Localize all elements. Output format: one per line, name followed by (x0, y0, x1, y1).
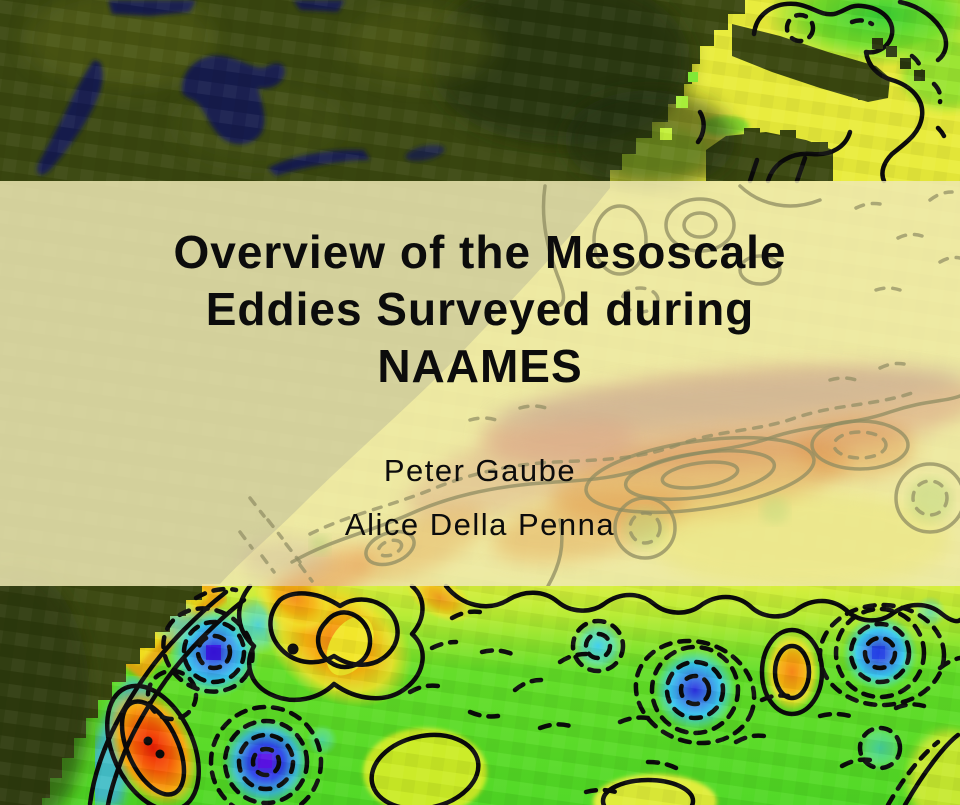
title-line-3: NAAMES (377, 340, 583, 392)
slide-authors: Peter Gaube Alice Della Penna (0, 444, 960, 552)
author-name: Alice Della Penna (344, 507, 616, 542)
title-line-1: Overview of the Mesoscale (173, 226, 787, 278)
author-name: Peter Gaube (383, 453, 577, 488)
slide-title: Overview of the Mesoscale Eddies Surveye… (0, 224, 960, 395)
banner-washed-map (238, 184, 960, 586)
title-line-2: Eddies Surveyed during (205, 283, 755, 335)
